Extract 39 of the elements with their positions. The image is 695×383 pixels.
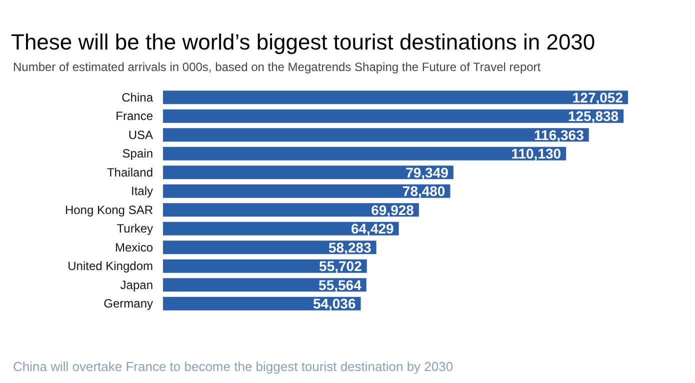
bar — [163, 203, 419, 217]
y-tick-label: Thailand — [106, 165, 153, 180]
bar — [163, 109, 624, 123]
y-tick-label: Turkey — [116, 222, 153, 236]
data-label: 125,838 — [568, 108, 619, 124]
y-tick-label: Mexico — [114, 240, 154, 254]
bar — [163, 278, 366, 292]
data-label: 127,052 — [572, 89, 624, 106]
data-label: 55,702 — [319, 258, 362, 274]
y-tick-label: Spain — [122, 146, 153, 161]
y-tick-label: USA — [128, 128, 153, 142]
data-label: 78,480 — [402, 183, 446, 200]
data-label: 116,363 — [534, 126, 584, 143]
data-label: 58,283 — [328, 239, 372, 256]
y-tick-label: France — [116, 109, 154, 124]
y-tick-label: Germany — [104, 296, 153, 311]
chart-title: These will be the world’s biggest tourist destinations in 2030 — [11, 30, 596, 54]
bar — [163, 146, 566, 160]
y-tick-label: Japan — [120, 278, 153, 292]
bar — [163, 240, 376, 254]
data-label: 55,564 — [318, 276, 362, 293]
bar — [163, 296, 361, 310]
bar — [163, 222, 399, 236]
chart-subtitle: Number of estimated arrivals in 000s, based on the Megatrends Shaping the Future of Travel report — [13, 60, 542, 74]
data-label: 79,349 — [406, 164, 449, 180]
bar — [163, 184, 450, 198]
data-label: 54,036 — [312, 296, 356, 312]
data-label: 69,928 — [371, 202, 414, 218]
text: China will overtake France to become the biggest tourist destination by 2030 — [13, 359, 454, 374]
bar — [163, 90, 628, 104]
y-tick-label: United Kingdom — [68, 259, 153, 274]
y-tick-label: Italy — [130, 184, 153, 198]
bar — [163, 166, 454, 180]
data-label: 64,429 — [350, 220, 394, 237]
data-label: 110,130 — [511, 146, 562, 162]
y-tick-label: China — [122, 90, 154, 104]
bar — [163, 128, 589, 142]
y-tick-label: Hong Kong SAR — [64, 202, 154, 217]
bar — [163, 259, 367, 273]
